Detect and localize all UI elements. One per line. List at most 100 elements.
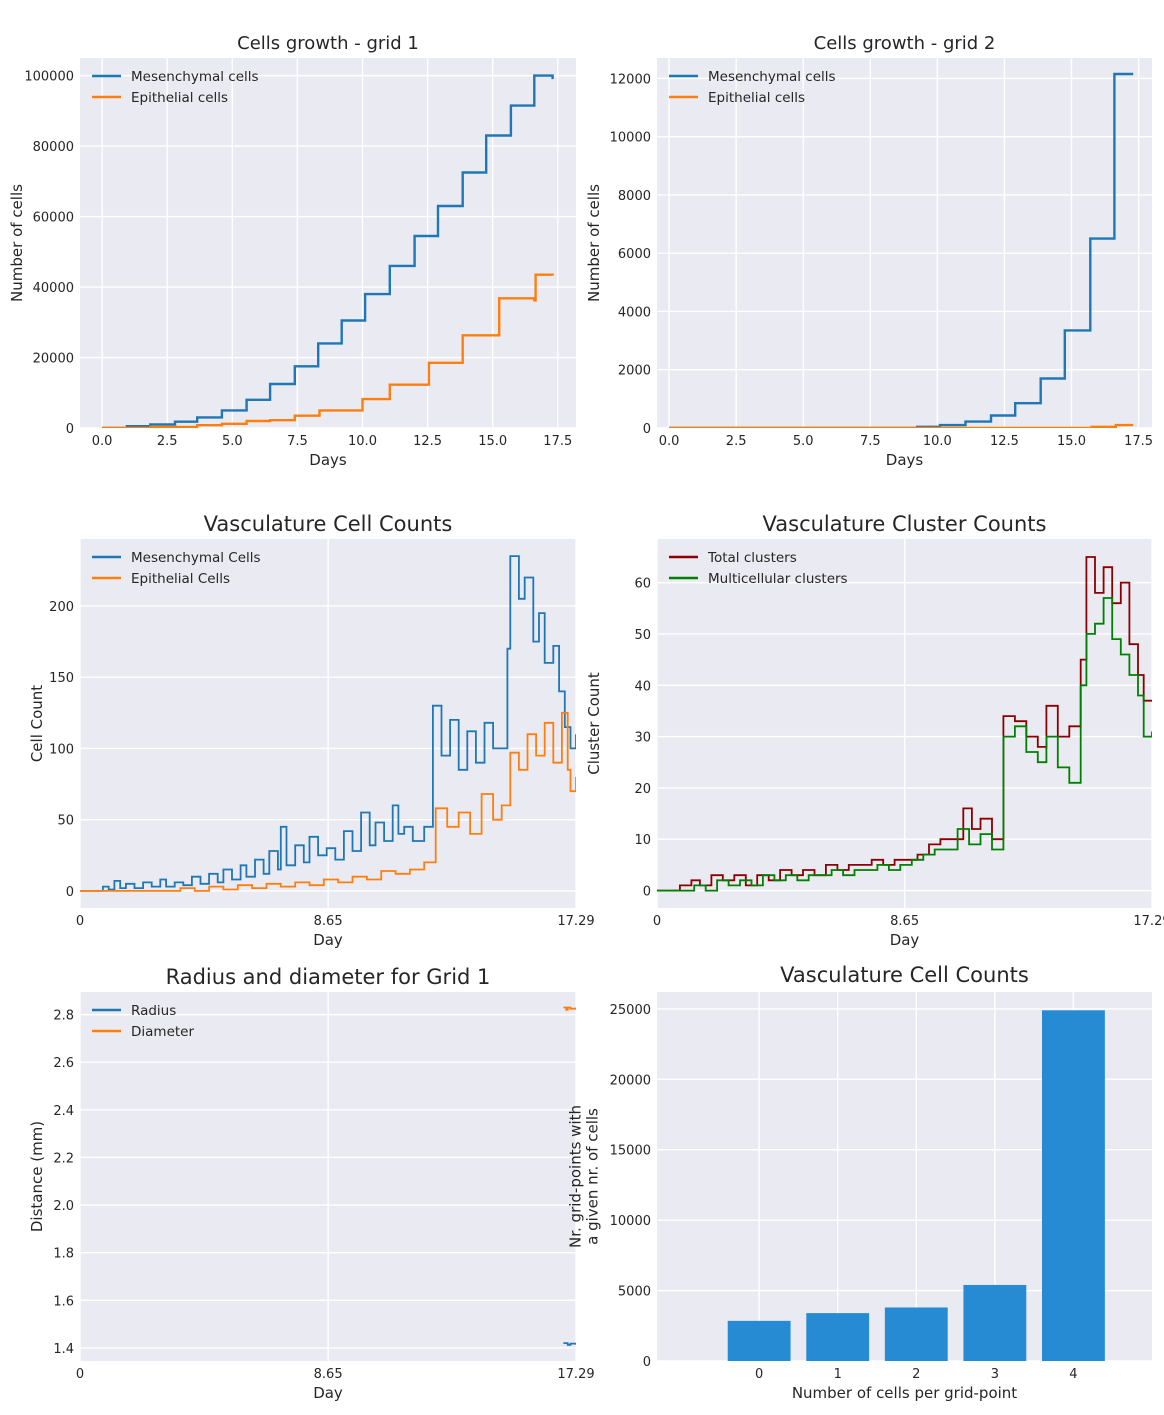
bar-0 [727,1320,791,1361]
y-tick-label: 10 [634,833,651,848]
y-tick-label: 20000 [33,352,74,367]
series-line-total-clusters [657,556,1152,892]
x-axis-label: Day [313,931,343,949]
x-tick-label: 1 [834,1367,842,1382]
y-tick-label: 60 [634,577,651,592]
y-tick-label: 2.0 [53,1199,74,1214]
x-tick-label: 5.0 [793,434,814,449]
y-axis-label: Cluster Count [585,672,603,775]
y-tick-label: 2.8 [53,1009,74,1024]
chart-title: Vasculature Cell Counts [204,512,453,536]
y-tick-label: 8000 [618,189,651,204]
x-tick-label: 10.0 [923,434,952,449]
x-axis-label: Days [309,451,347,469]
legend-label: Total clusters [707,550,797,566]
y-tick-label: 50 [57,814,74,829]
x-axis-label: Days [886,451,924,469]
y-tick-label: 12000 [610,72,651,87]
x-tick-label: 7.5 [860,434,881,449]
x-tick-label: 12.5 [990,434,1019,449]
chart-p4: 0 8.65 17.29 0 10 20 30 40 50 60 Vasculature Clust… [585,512,1164,949]
chart-p6: 0 1 2 3 4 0 5000 10000 15000 20000 25000 Vasculatur… [567,963,1152,1402]
x-tick-label: 0.0 [659,434,680,449]
y-axis-label: Number of cells [8,184,26,302]
bar-1 [806,1313,870,1361]
y-tick-label: 60000 [33,211,74,226]
chart-title: Vasculature Cluster Counts [763,512,1047,536]
chart-p1: 0.0 2.5 5.0 7.5 10.0 12.5 15.0 17.5 0 20000 40000 6… [8,33,576,469]
y-tick-label: 20 [634,782,651,797]
y-tick-label: 0 [643,422,651,437]
y-tick-label: 2000 [618,364,651,379]
series-line-mesenchymal-cells [80,555,576,892]
x-tick-label: 0 [76,914,84,929]
legend-label: Epithelial Cells [131,571,230,587]
chart-p3: 0 8.65 17.29 0 50 100 150 200 Vasculature Cell C… [28,512,595,949]
y-tick-label: 100000 [24,70,74,85]
series-line-epithelial-cells [669,423,1134,428]
series-line-mesenchymal-cells [102,74,554,428]
y-tick-label: 50 [634,628,651,643]
x-tick-label: 0.0 [92,434,113,449]
x-axis-label: Number of cells per grid-point [792,1384,1017,1402]
series-line-radius [563,1342,576,1346]
bar-2 [884,1307,948,1361]
legend-label: Radius [131,1003,176,1019]
legend-label: Epithelial cells [708,90,805,106]
y-tick-label: 25000 [610,1003,651,1018]
y-axis-label: Cell Count [28,685,46,762]
x-tick-label: 17.5 [543,434,572,449]
series-line-multicellular-clusters [657,597,1152,892]
y-tick-label: 0 [66,885,74,900]
y-tick-label: 0 [66,422,74,437]
legend-label: Mesenchymal Cells [131,550,261,566]
x-tick-label: 8.65 [890,914,919,929]
series-line-epithelial-cells [102,273,554,428]
chart-p5: 0 8.65 17.29 1.4 1.6 1.8 2.0 2.2 2.4 2.6 2.8 Radius… [28,965,595,1402]
y-tick-label: 2.6 [53,1056,74,1071]
y-tick-label: 4000 [618,305,651,320]
x-tick-label: 8.65 [314,914,343,929]
y-tick-label: 5000 [618,1285,651,1300]
series-line-diameter [563,1006,576,1011]
x-tick-label: 2.5 [157,434,178,449]
y-tick-label: 10000 [610,1214,651,1229]
bar-3 [963,1284,1027,1361]
x-tick-label: 12.5 [413,434,442,449]
x-tick-label: 17.29 [557,1367,594,1382]
y-axis-label: Distance (mm) [28,1121,46,1232]
y-tick-label: 0 [643,885,651,900]
y-tick-label: 20000 [610,1073,651,1088]
x-axis-label: Day [890,931,920,949]
y-tick-label: 10000 [610,131,651,146]
legend-label: Epithelial cells [131,90,228,106]
x-tick-label: 17.29 [1133,914,1164,929]
x-tick-label: 17.29 [557,914,594,929]
legend-label: Mesenchymal cells [131,69,259,85]
x-tick-label: 0 [653,914,661,929]
chart-title: Cells growth - grid 2 [814,33,996,54]
x-tick-label: 0 [755,1367,763,1382]
plot-area [80,58,576,428]
plot-area [657,58,1152,428]
y-tick-label: 15000 [610,1144,651,1159]
y-tick-label: 2.2 [53,1151,74,1166]
y-tick-label: 40000 [33,281,74,296]
y-axis-label: Nr. grid-points witha given nr. of cells [567,1105,602,1248]
y-tick-label: 6000 [618,247,651,262]
x-tick-label: 7.5 [287,434,308,449]
series-line-epithelial-cells [80,711,576,892]
x-tick-label: 10.0 [348,434,377,449]
x-tick-label: 3 [991,1367,999,1382]
y-tick-label: 1.4 [53,1342,74,1357]
x-tick-label: 8.65 [314,1367,343,1382]
y-tick-label: 80000 [33,140,74,155]
bar-4 [1042,1010,1105,1361]
y-tick-label: 1.8 [53,1247,74,1262]
legend-label: Diameter [131,1024,194,1040]
legend-label: Multicellular clusters [708,571,848,587]
y-tick-label: 200 [49,600,74,615]
x-tick-label: 4 [1069,1367,1077,1382]
x-tick-label: 2 [912,1367,920,1382]
